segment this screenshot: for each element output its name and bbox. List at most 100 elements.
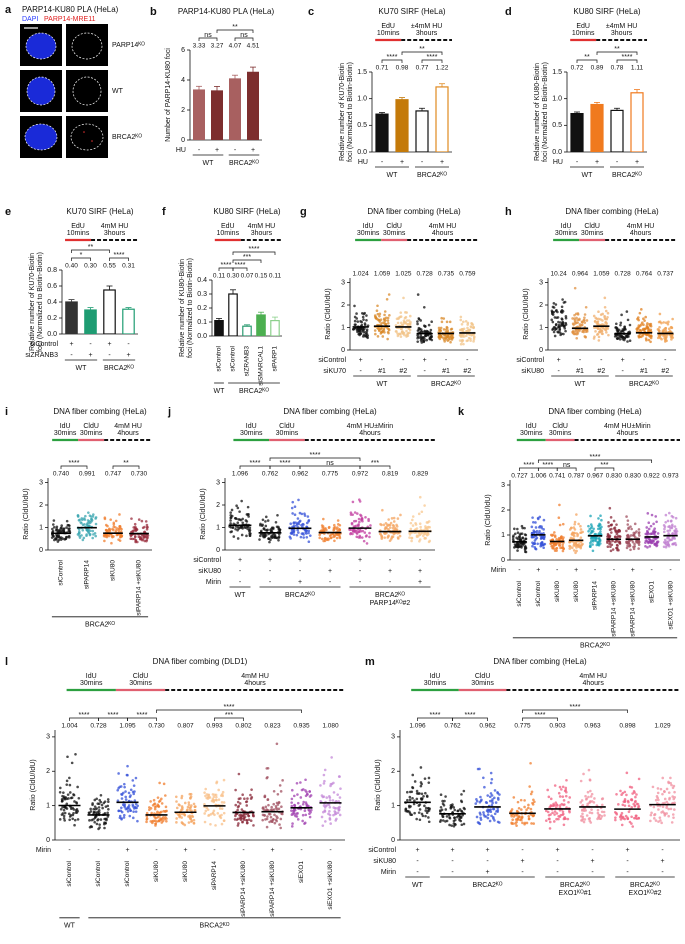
value-label: 0.787 [568,473,585,480]
scatter-dot [581,803,585,807]
scatter-dot [328,795,331,798]
scatter-dot [625,335,629,339]
scatter-dot [295,533,299,537]
significance-label: *** [600,462,608,469]
scatter-dot [575,336,579,340]
scatter-dot [325,528,328,532]
scatter-dot [488,819,492,823]
scatter-dot [626,318,630,322]
scatter-dot [634,795,637,799]
scatter-dot [264,520,267,523]
scatter-dot [650,532,653,535]
scatter-dot [180,796,183,800]
row-label: HU [358,159,368,166]
row-mark: + [358,557,362,564]
y-tick-label: 0.0 [357,149,367,156]
scatter-dot [264,515,268,519]
scatter-dot [240,808,244,811]
timeline-label: ±4mM HU [606,23,637,30]
outline [26,76,56,106]
scatter-dot [237,527,241,530]
scatter-dot [482,813,486,816]
scatter-dot [408,795,412,799]
scatter-dot [564,786,568,790]
row-mark: - [451,869,454,876]
scatter-dot [420,531,424,535]
scatter-dot [234,516,238,520]
scatter-dot [355,529,358,533]
scatter-dot [292,533,296,536]
scatter-dot [131,790,135,794]
scatter-dot [262,808,266,811]
scatter-dot [486,813,490,816]
scatter-dot [662,530,666,534]
scatter-dot [65,519,69,523]
scatter-dot [189,817,192,821]
y-tick-label: 1.5 [552,69,562,76]
scatter-dot [206,797,210,800]
scatter-dot [624,814,628,818]
category-label: siControl [535,580,542,606]
scatter-dot [665,800,669,804]
scatter-dot [518,535,522,539]
scatter-dot [646,512,650,515]
scatter-dot [560,323,564,326]
scatter-dot [667,807,670,811]
dot-cloud [373,293,391,341]
scatter-dot [442,336,445,340]
scatter-dot [646,529,649,533]
category-label: siControl [124,860,131,886]
dot-cloud [102,513,124,545]
dot-cloud [116,764,139,823]
scatter-dot [542,531,545,535]
scatter-dot [240,533,244,537]
scatter-dot [186,808,189,811]
scatter-dot [109,518,112,521]
scatter-dot [511,818,514,822]
scatter-dot [296,818,300,821]
scatter-dot [460,322,464,326]
scatter-dot [301,802,305,806]
scatter-dot [301,525,304,529]
panel-title: DNA fiber combing (DLD1) [153,657,248,666]
value-label: 0.40 [65,263,78,270]
scatter-dot [327,803,331,807]
panel-a: a PARP14-KU80 PLA (HeLa) DAPI PARP14-MRE… [5,4,145,158]
scatter-dot [422,306,426,309]
scatter-dot [558,544,562,547]
scatter-dot [589,795,593,798]
scatter-dot [558,331,562,334]
scatter-dot [385,297,389,301]
scatter-dot [659,819,662,822]
row-mark: + [251,147,255,154]
value-label: 0.55 [103,263,116,270]
scatter-dot [472,337,476,341]
scatter-dot [134,810,138,813]
scatter-dot [62,530,66,534]
scatter-dot [80,534,83,537]
scatter-dot [661,805,665,809]
timeline-label: IdU [526,423,537,430]
scatter-dot [579,801,583,804]
scatter-dot [69,805,73,809]
y-axis-label: Relative number of KU80-Biotin [534,63,541,161]
scatter-dot [350,522,354,526]
scatter-dot [289,522,293,525]
scatter-dot [597,310,600,314]
scatter-dot [617,540,620,543]
scatter-dot [413,811,416,815]
scatter-dot [62,816,66,820]
scatter-dot [550,534,554,537]
scatter-dot [623,325,626,329]
scatter-dot [632,545,635,549]
scatter-dot [571,317,574,320]
scatter-dot [67,812,71,816]
scatter-dot [248,532,251,536]
scatter-dot [450,824,453,827]
scatter-dot [661,792,664,796]
scatter-dot [595,537,599,540]
scatter-dot [264,528,267,532]
scatter-dot [439,335,443,339]
timeline-label: 30mins [80,680,103,687]
scatter-dot [622,800,626,803]
